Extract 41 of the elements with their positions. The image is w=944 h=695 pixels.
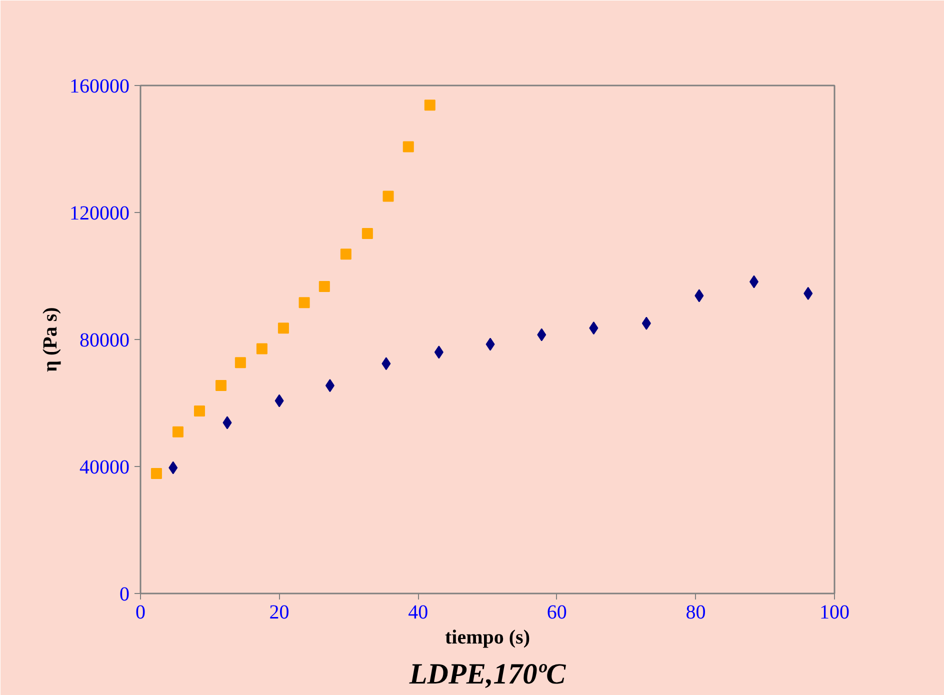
point (234, 357, 246, 368)
point (150, 468, 162, 479)
x-tick-label: 40 (408, 602, 428, 624)
point (749, 275, 758, 288)
point (216, 380, 227, 392)
point (589, 322, 598, 335)
y-axis-title: η (Pa s) (40, 307, 62, 372)
point (222, 416, 232, 430)
point (537, 328, 546, 342)
point (325, 379, 334, 392)
y-tick-label: 40000 (80, 456, 130, 478)
point (694, 289, 704, 302)
x-tick-label: 80 (686, 602, 706, 624)
y-tick-label: 80000 (80, 330, 130, 352)
point (424, 100, 436, 111)
y-tick-label: 120000 (70, 202, 130, 224)
y-tick-label: 160000 (70, 76, 130, 98)
point (274, 394, 284, 408)
point (340, 248, 352, 260)
point (172, 426, 184, 438)
point (804, 286, 813, 300)
x-axis-title: tiempo (s) (445, 626, 530, 648)
point (318, 280, 330, 292)
point (256, 343, 268, 354)
point (278, 322, 289, 334)
x-tick-label: 0 (136, 602, 146, 624)
point (194, 405, 205, 416)
point (382, 357, 391, 370)
point (298, 297, 310, 308)
point (486, 338, 495, 351)
text: LDPE,170ºC (408, 658, 566, 690)
y-tick-label: 0 (120, 584, 130, 606)
point (362, 228, 373, 239)
x-tick-label: 60 (546, 602, 567, 624)
point (382, 190, 394, 202)
x-tick-label: 20 (269, 602, 290, 624)
point (402, 141, 414, 152)
point (642, 316, 651, 330)
point (168, 461, 178, 474)
point (434, 346, 444, 359)
x-tick-label: 100 (820, 602, 850, 624)
